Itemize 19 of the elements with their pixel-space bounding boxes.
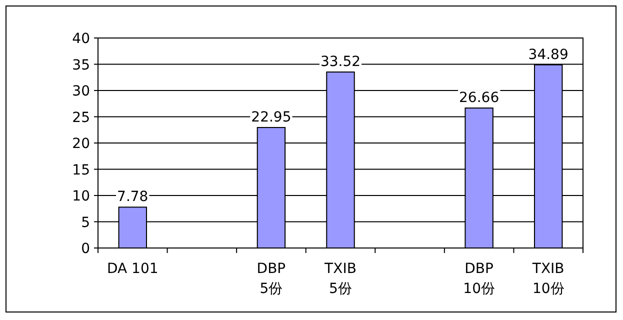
x-tick-label: TXIB 5份: [324, 261, 356, 297]
data-label: 26.66: [459, 90, 500, 106]
y-tick-label: 5: [81, 214, 90, 231]
x-tick-label: DBP 10份: [463, 261, 495, 297]
data-label: 7.78: [117, 189, 148, 206]
y-tick-label: 40: [72, 31, 90, 47]
data-label: 34.89: [528, 46, 568, 63]
y-tick-label: 30: [72, 84, 90, 100]
data-label: 22.95: [251, 110, 292, 126]
x-tick-label: TXIB 10份: [531, 261, 564, 297]
y-tick-label: 0: [81, 241, 90, 257]
y-tick-label: 20: [72, 136, 90, 152]
y-tick-label: 25: [72, 110, 90, 126]
data-label: 33.52: [320, 54, 361, 70]
x-tick-label: DA 101: [106, 261, 158, 277]
x-tick-label: DBP 5份: [256, 261, 286, 297]
y-tick-label: 15: [72, 162, 90, 178]
y-tick-label: 35: [72, 57, 90, 74]
y-tick-label: 10: [72, 188, 90, 204]
